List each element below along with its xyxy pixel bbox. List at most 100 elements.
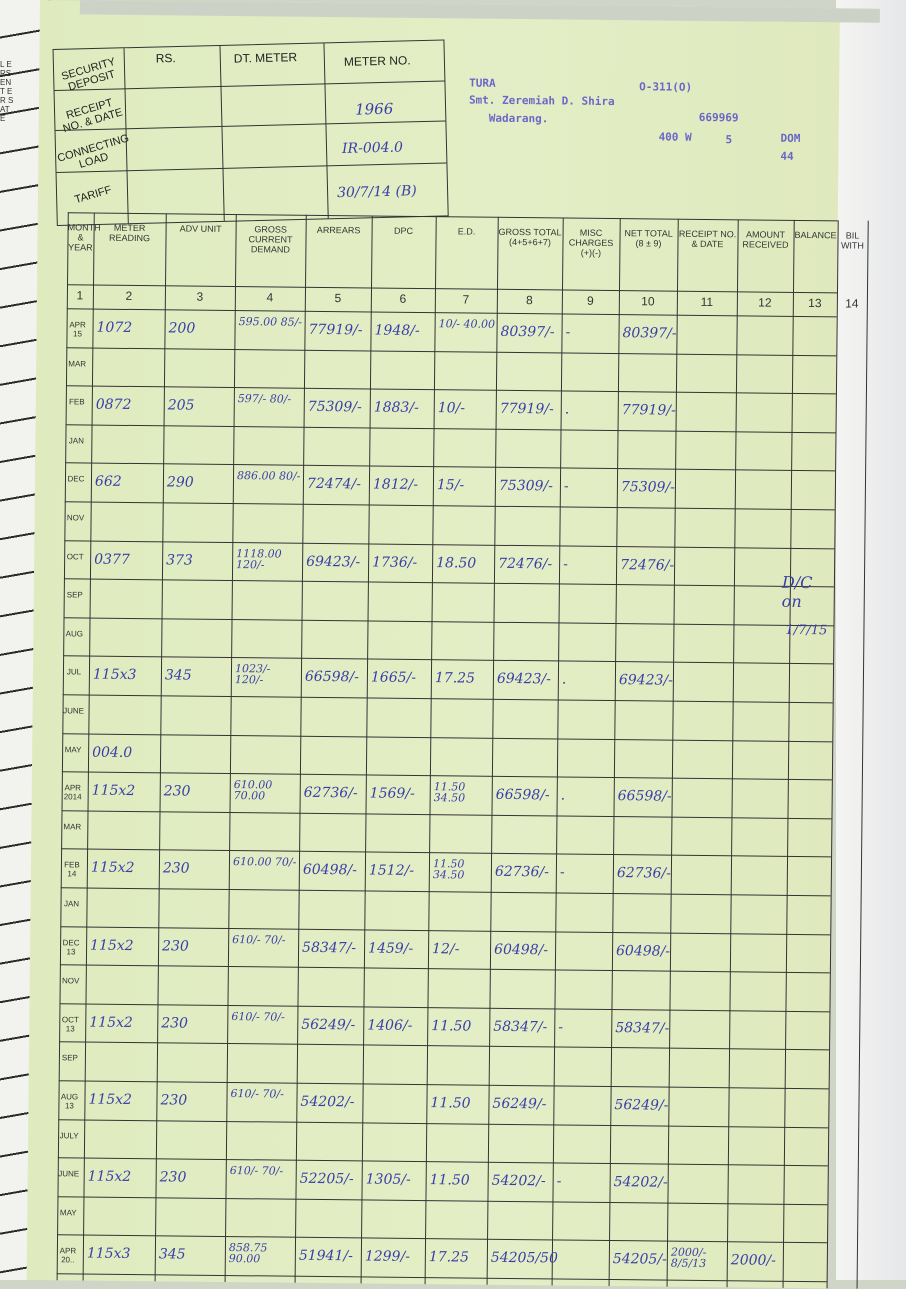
month-label: JAN xyxy=(63,899,80,909)
month-label: AUG xyxy=(65,629,84,639)
ledger-cell: 66598/- xyxy=(304,669,359,686)
ledger-cell: 115x3 xyxy=(86,1245,131,1263)
row-divider xyxy=(64,501,835,511)
ledger-cell: 1812/- xyxy=(372,476,419,494)
ledger-cell: 69423/- xyxy=(618,672,673,690)
ledger-cell: 51941/- xyxy=(298,1248,353,1265)
column-number: 10 xyxy=(641,294,655,309)
row-divider xyxy=(59,1041,830,1051)
ledger-cell: 80397/- xyxy=(622,325,677,342)
ledger-cell: 1305/- xyxy=(365,1171,411,1189)
ledger-cell: 56249/- xyxy=(492,1095,547,1113)
ledger-cell: 69423/- xyxy=(496,671,551,688)
ledger-cell: 230 xyxy=(159,1169,187,1186)
ledger-cell: 1023/- 120/- xyxy=(234,662,271,687)
ledger-cell: 200 xyxy=(168,320,196,337)
ledger-cell: 345 xyxy=(158,1246,186,1263)
month-label: OCT xyxy=(66,551,84,562)
ledger-cell: 205 xyxy=(167,397,195,414)
ledger-cell: 2000/- 8/5/13 xyxy=(670,1246,707,1271)
background-strip xyxy=(79,0,880,23)
row-divider xyxy=(66,346,837,356)
ledger-cell: 115x2 xyxy=(91,782,136,800)
column-number: 3 xyxy=(196,289,204,304)
col-dt-meter: DT. METER xyxy=(233,50,298,66)
column-number: 9 xyxy=(586,293,594,308)
column-divider xyxy=(666,218,679,1287)
row-divider xyxy=(60,887,831,897)
ledger-cell: 52205/- xyxy=(299,1170,354,1188)
ledger-cell: 886.00 80/- xyxy=(236,469,301,484)
month-label: SEP xyxy=(61,1053,78,1063)
ledger-cell: 595.00 85/- xyxy=(238,315,303,329)
ledger-cell: 230 xyxy=(161,1015,189,1032)
column-number: 5 xyxy=(334,291,342,306)
ledger-cell: 75309/- xyxy=(620,479,675,497)
ledger-cell: 115x2 xyxy=(90,937,134,954)
ledger-cell: 1665/- xyxy=(370,669,417,687)
row-divider xyxy=(65,424,836,434)
stamp-page: 44 xyxy=(780,149,794,163)
month-label: JUNE xyxy=(63,706,85,716)
row-divider xyxy=(63,655,834,665)
ledger-cell: 662 xyxy=(94,473,122,491)
month-label: DEC 13 xyxy=(62,937,80,957)
month-label: FEB 14 xyxy=(64,860,80,879)
row-divider xyxy=(64,539,835,549)
ledger-cell: 75309/- xyxy=(498,478,553,495)
ledger-cell: 12/- xyxy=(432,940,460,958)
stamp-phase: 5 xyxy=(725,133,733,147)
month-label: MAY xyxy=(64,744,82,755)
month-label: NOV xyxy=(66,513,85,523)
column-header: RECEIPT NO. & DATE xyxy=(678,228,737,250)
ledger-cell: 373 xyxy=(166,551,193,569)
column-header: ADV UNIT xyxy=(179,223,222,234)
column-header: ARREARS xyxy=(316,224,361,236)
column-divider xyxy=(360,215,373,1284)
ledger-cell: 1072 xyxy=(96,319,133,336)
column-divider xyxy=(551,217,564,1286)
ledger-cell: 115x2 xyxy=(90,859,135,877)
ledger-cell: 60498/- xyxy=(615,942,671,960)
month-label: APR 2014 xyxy=(63,783,82,802)
column-header: MONTH & YEAR xyxy=(67,222,101,253)
column-number: 8 xyxy=(525,293,533,308)
column-header: BIL WITH xyxy=(840,230,865,251)
column-header: AMOUNT RECEIVED xyxy=(742,229,789,250)
ledger-cell: 115x2 xyxy=(87,1168,132,1186)
ledger-cell: 610/- 70/- xyxy=(230,1087,284,1101)
ledger-cell: 58347/- xyxy=(615,1019,670,1037)
ledger-cell: . xyxy=(561,671,567,688)
month-label: APR 15 xyxy=(69,320,86,339)
consumer-info-box: SECURITY DEPOSIT RECEIPT NO. & DATE CONN… xyxy=(52,39,449,226)
col-rs: RS. xyxy=(155,51,176,66)
ledger-cell: 230 xyxy=(162,937,189,955)
month-label: MAR xyxy=(68,358,87,369)
column-divider xyxy=(726,219,739,1288)
ledger-cell: 610/- 70/- xyxy=(232,932,286,947)
column-divider xyxy=(608,218,621,1287)
column-divider xyxy=(224,214,237,1283)
ledger-cell: 115x2 xyxy=(88,1091,133,1109)
row-divider xyxy=(57,1234,828,1244)
column-header: DPC xyxy=(394,225,414,236)
column-header: GROSS TOTAL (4+5+6+7) xyxy=(498,226,562,248)
ledger-cell: 77919/- xyxy=(308,321,363,339)
row-divider xyxy=(63,617,834,627)
column-number: 1 xyxy=(76,288,84,303)
ledger-cell: 1948/- xyxy=(374,322,420,339)
ledger-cell: 11.50 34.50 xyxy=(432,857,465,882)
column-header: NET TOTAL (8 ± 9) xyxy=(624,228,673,249)
column-divider xyxy=(424,216,437,1285)
month-label: JUL xyxy=(66,667,82,677)
ledger-cell: 1569/- xyxy=(369,785,415,803)
row-divider xyxy=(66,308,837,318)
row-divider xyxy=(58,1080,829,1090)
ledger-cell: 0377 xyxy=(94,551,130,568)
ledger-cell: 62736/- xyxy=(303,784,358,802)
ledger-cell: 11.50 xyxy=(429,1172,470,1189)
month-label: NOV xyxy=(62,976,80,986)
ledger-cell: 58347/- xyxy=(493,1018,548,1036)
ledger-cell: 77919/- xyxy=(621,402,676,419)
col-meter-no: METER NO. xyxy=(343,53,411,69)
